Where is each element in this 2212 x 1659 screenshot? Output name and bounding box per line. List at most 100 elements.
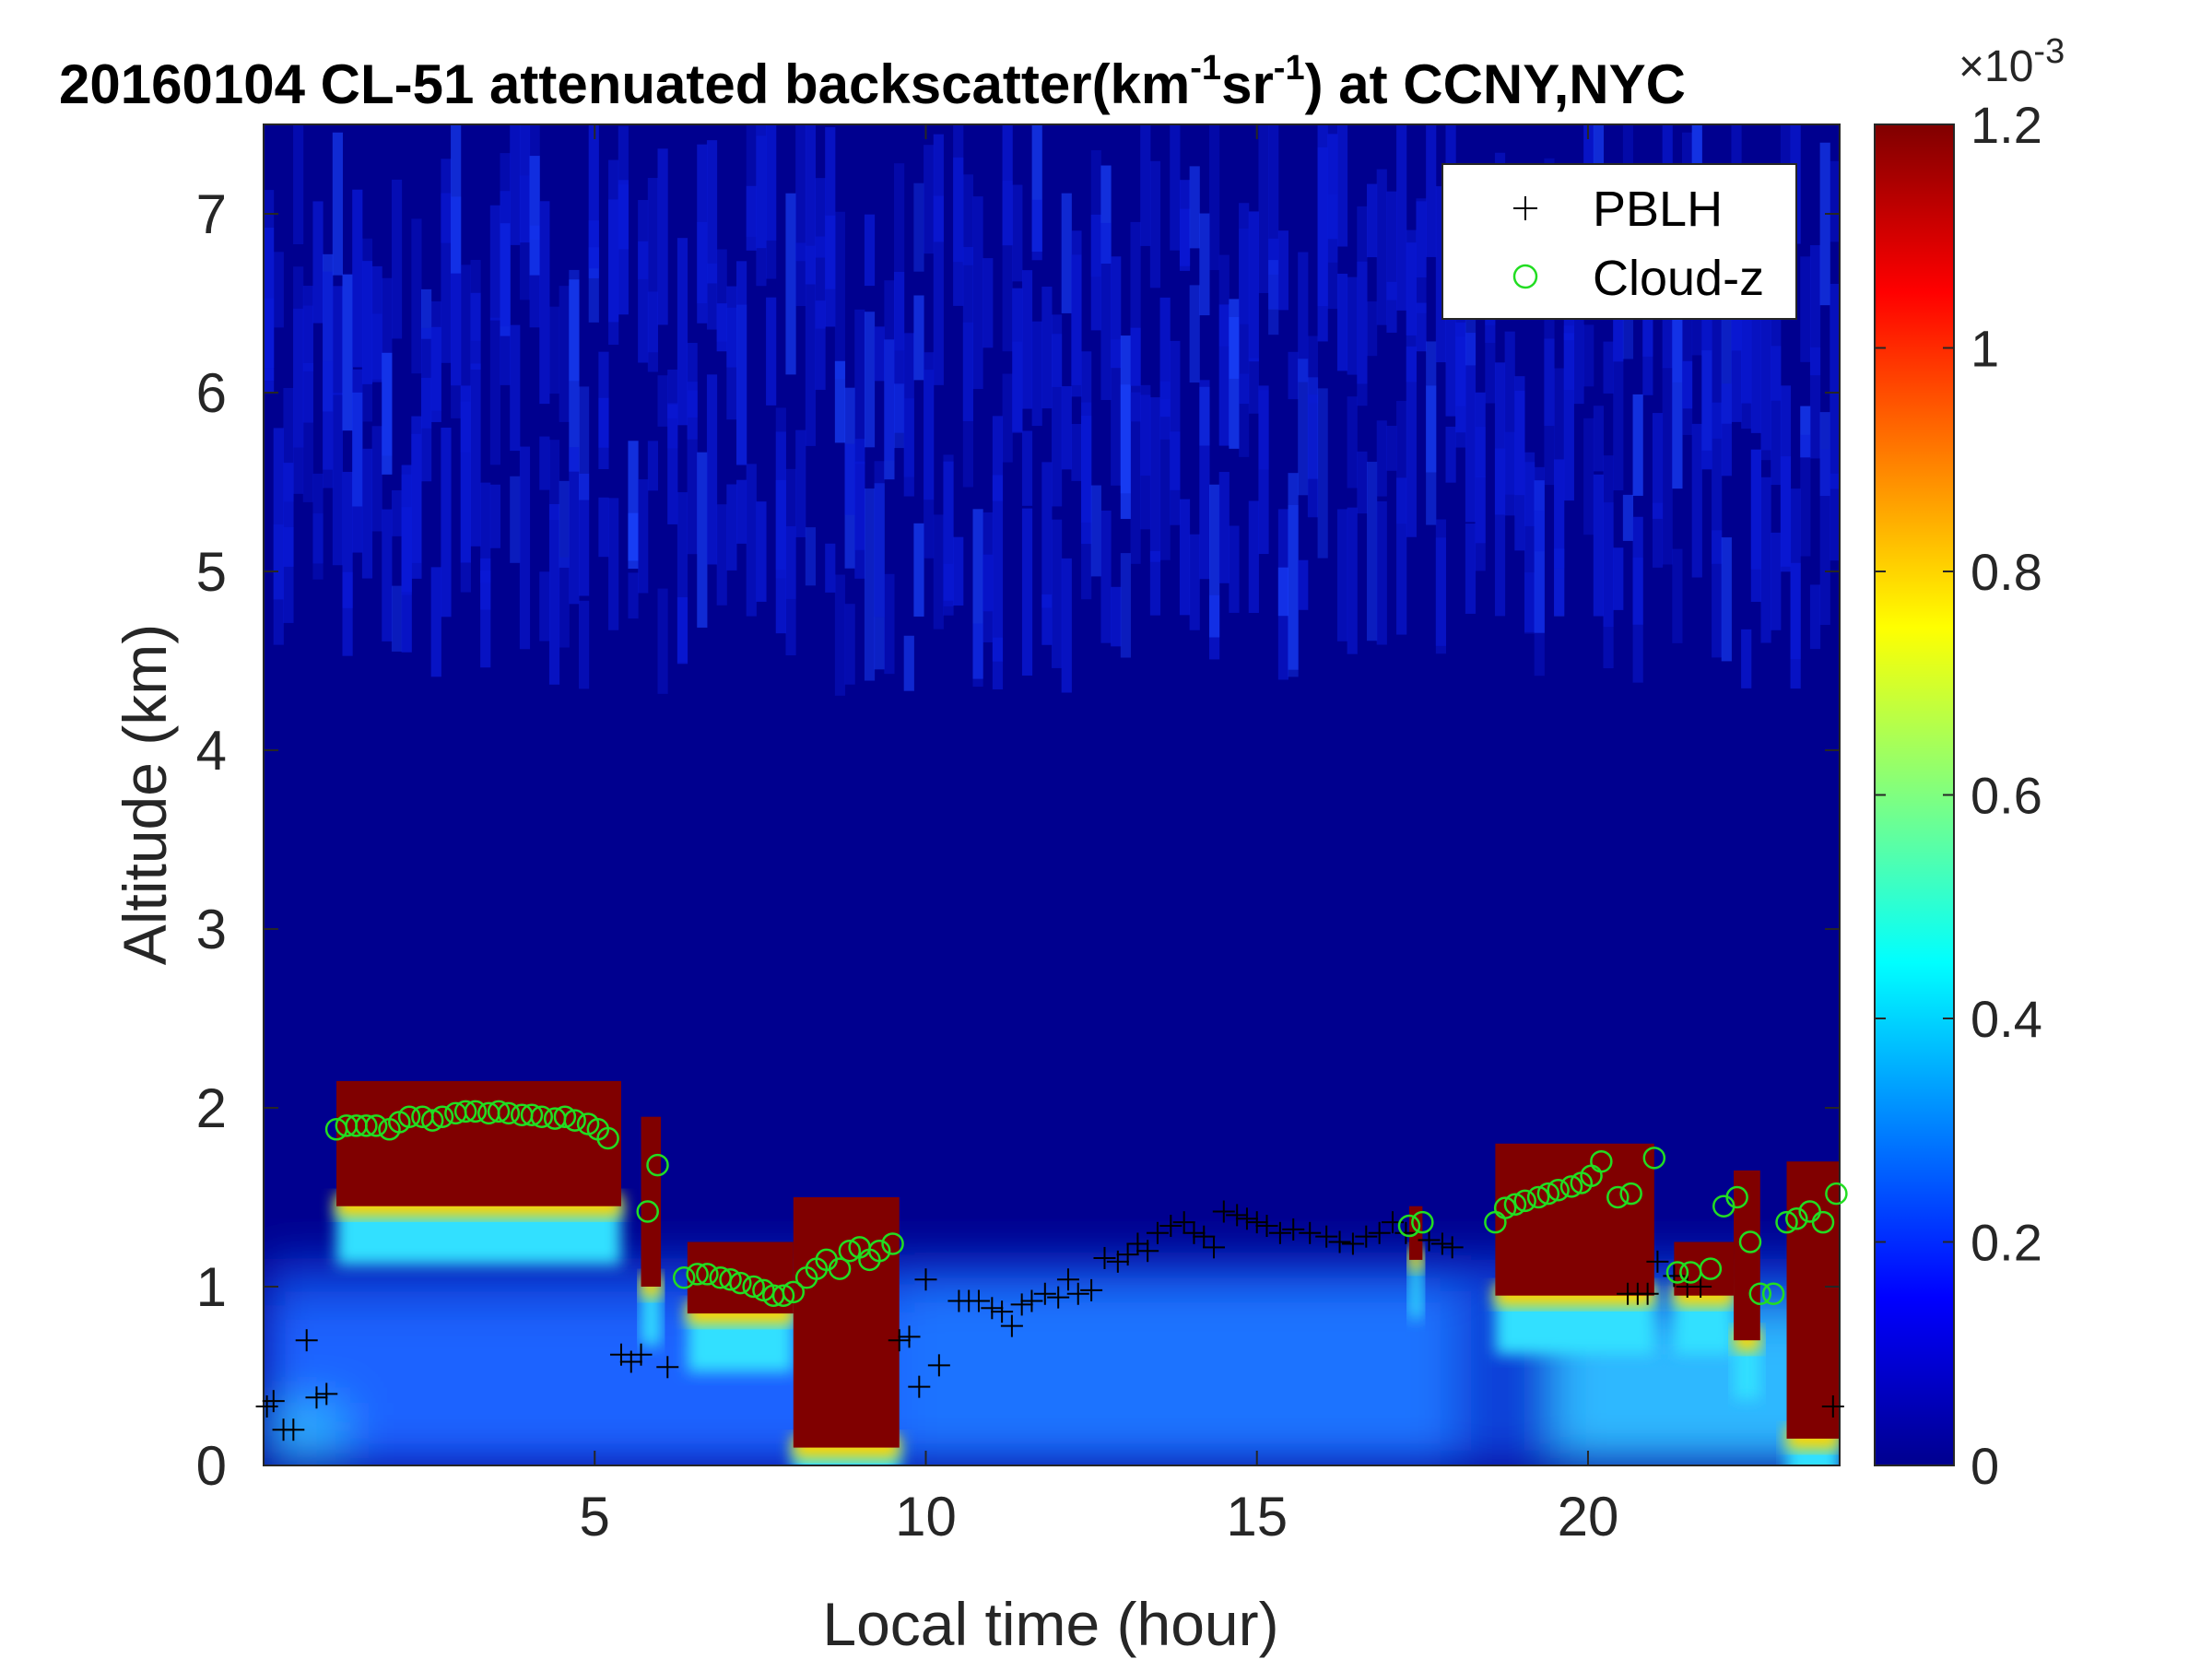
cloud-z-point (1748, 1282, 1772, 1306)
pblh-point (991, 1300, 1014, 1324)
noise-cell (401, 507, 412, 593)
noise-cell (1229, 299, 1240, 449)
noise-cell (1081, 415, 1092, 545)
noise-cell (1277, 230, 1288, 311)
noise-cell (1199, 213, 1210, 316)
pblh-point (1368, 1221, 1391, 1244)
noise-cell (1750, 237, 1761, 433)
noise-cell (579, 386, 590, 500)
pblh-point (1010, 1293, 1033, 1316)
noise-cell (1830, 283, 1840, 489)
pblh-point (1299, 1221, 1322, 1244)
noise-cell (1632, 394, 1643, 496)
noise-cell (628, 441, 639, 561)
noise-cell (1712, 530, 1723, 658)
noise-cell (1052, 314, 1063, 507)
colorbar-tick-label: 0.8 (1971, 543, 2042, 601)
cloud-z-point (828, 1257, 852, 1280)
noise-cell (1721, 383, 1732, 477)
noise-cell (559, 557, 570, 648)
colorbar-tick-label: 0.6 (1971, 767, 2042, 825)
noise-cell (1239, 373, 1250, 457)
pblh-point (1255, 1215, 1278, 1238)
noise-cell (332, 132, 343, 276)
legend-label-pblh: PBLH (1593, 182, 1723, 237)
pblh-point (1212, 1200, 1235, 1223)
noise-cell (924, 145, 935, 254)
pblh-point (914, 1268, 937, 1291)
pblh-point (282, 1418, 305, 1441)
noise-cell (1435, 186, 1446, 363)
noise-cell (608, 199, 619, 323)
cloud-z-point (1738, 1230, 1762, 1253)
noise-cell (1268, 260, 1279, 335)
noise-cell (559, 480, 570, 568)
noise-cell (933, 514, 944, 629)
noise-cell (1475, 427, 1486, 571)
noise-cell (864, 214, 876, 287)
pblh-point (1235, 1207, 1258, 1230)
noise-cell (1189, 534, 1200, 630)
cloud-z-point (1775, 1210, 1798, 1234)
noise-cell (1465, 333, 1477, 523)
noise-cell (480, 482, 491, 583)
pblh-point (927, 1354, 950, 1377)
noise-cell (903, 333, 914, 497)
cloud-z-point (881, 1232, 904, 1255)
noise-cell (864, 312, 876, 448)
noise-cell (1130, 327, 1141, 386)
noise-cell (874, 483, 885, 670)
cloud-z-point (1397, 1214, 1421, 1238)
noise-cell (815, 236, 826, 329)
noise-cell (352, 392, 363, 507)
noise-cell (647, 291, 658, 353)
noise-cell (1120, 384, 1131, 494)
noise-cell (1445, 426, 1456, 483)
noise-cell (716, 303, 727, 352)
noise-cell (756, 124, 767, 249)
noise-cell (706, 263, 718, 330)
noise-cell (539, 436, 550, 490)
noise-cell (795, 242, 806, 307)
noise-cell (1691, 306, 1702, 356)
noise-cell (1819, 412, 1830, 497)
noise-cell (1111, 586, 1122, 647)
pblh-point (1047, 1286, 1070, 1309)
noise-cell (1061, 558, 1072, 693)
cloud-z-point (646, 1153, 669, 1177)
noise-cell (943, 454, 954, 606)
noise-cell (1534, 480, 1545, 633)
noise-cell (647, 441, 658, 491)
noise-cell (1475, 392, 1486, 477)
noise-cell (972, 196, 983, 390)
noise-cell (805, 245, 816, 446)
noise-cell (785, 468, 796, 599)
noise-cell (1258, 390, 1269, 470)
noise-cell (1819, 142, 1830, 306)
noise-cell (1790, 488, 1801, 659)
noise-cell (667, 403, 678, 449)
noise-cell (1396, 400, 1407, 524)
noise-cell (1298, 252, 1309, 382)
noise-cell (1052, 519, 1063, 668)
noise-cell (618, 184, 629, 250)
noise-cell (312, 201, 324, 324)
noise-cell (736, 479, 747, 544)
pblh-point (1328, 1230, 1351, 1253)
noise-cell (1819, 449, 1830, 625)
noise-cell (1357, 261, 1368, 384)
noise-cell (894, 271, 905, 433)
noise-cell (647, 178, 658, 372)
noise-cell (943, 461, 954, 601)
noise-cell (1386, 281, 1397, 333)
y-tick-label: 1 (196, 1256, 227, 1318)
noise-cell (1100, 510, 1112, 643)
cloud-z-point (1811, 1210, 1835, 1234)
cloud-z-point (742, 1275, 765, 1299)
noise-cell (1071, 230, 1082, 397)
cloud-z-point (464, 1100, 488, 1124)
noise-cell (500, 191, 511, 385)
noise-cell (1327, 194, 1338, 310)
noise-cell (962, 247, 973, 421)
noise-cell (559, 286, 570, 422)
